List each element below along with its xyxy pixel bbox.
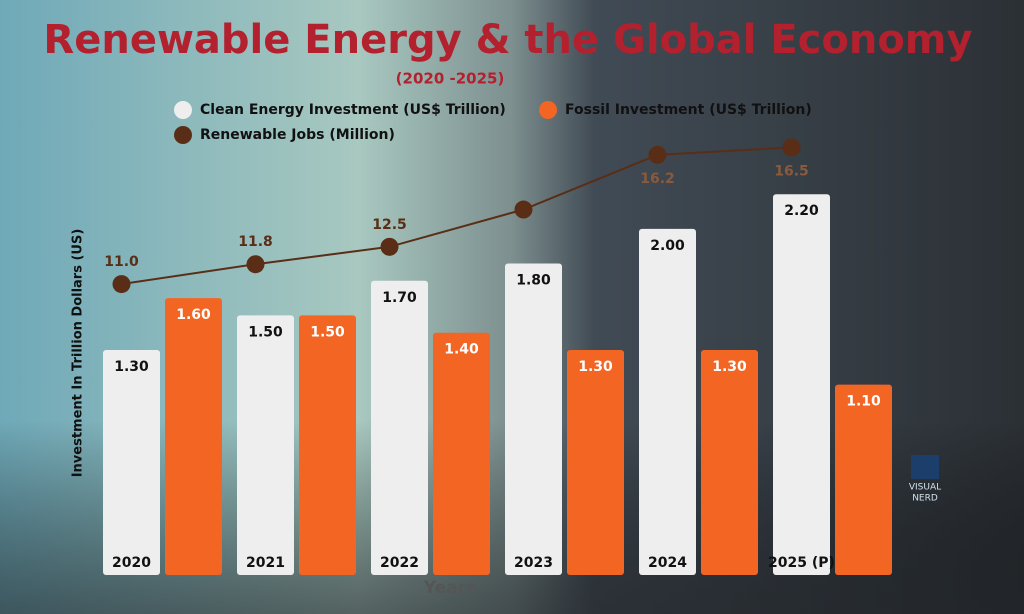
bar bbox=[299, 315, 356, 575]
x-axis-label: Years bbox=[423, 578, 476, 598]
bar bbox=[433, 332, 490, 575]
bar bbox=[835, 384, 892, 575]
x-tick-label: 2024 bbox=[648, 555, 687, 571]
value-label: 1.30 bbox=[114, 359, 149, 375]
bar bbox=[103, 350, 160, 575]
x-tick-label: 2023 bbox=[514, 555, 553, 571]
line bbox=[121, 146, 792, 286]
value-label: 1.40 bbox=[444, 342, 479, 358]
value-label: 1.30 bbox=[712, 359, 747, 375]
bar bbox=[505, 263, 562, 575]
legend-marker bbox=[174, 126, 192, 144]
y-axis-label: Investment In Trillion Dollars (US) bbox=[71, 229, 86, 478]
legend-label: Clean Energy Investment (US$ Trillion) bbox=[200, 102, 506, 118]
value-label: 11.8 bbox=[238, 234, 273, 250]
chart-subtitle: (2020 -2025) bbox=[396, 70, 505, 88]
logo-icon bbox=[911, 455, 939, 479]
logo-text: VISUAL bbox=[909, 483, 941, 493]
value-label: 1.70 bbox=[382, 290, 417, 306]
value-label: 1.10 bbox=[846, 394, 881, 410]
line-point bbox=[380, 237, 399, 256]
x-tick-label: 2020 bbox=[112, 555, 151, 571]
bar bbox=[773, 194, 830, 575]
legend-label: Fossil Investment (US$ Trillion) bbox=[565, 102, 812, 118]
value-label: 12.5 bbox=[372, 217, 407, 233]
value-label: 11.0 bbox=[104, 254, 139, 270]
x-tick-label: 2025 (P) bbox=[768, 555, 835, 571]
legend-marker bbox=[174, 101, 192, 119]
chart-title: Renewable Energy & the Global Economy bbox=[43, 17, 972, 63]
value-label: 1.30 bbox=[578, 359, 613, 375]
value-label: 1.80 bbox=[516, 272, 551, 288]
value-label: 2.20 bbox=[784, 203, 819, 219]
x-tick-label: 2022 bbox=[380, 555, 419, 571]
value-label: 1.50 bbox=[310, 324, 345, 340]
value-label: 2.00 bbox=[650, 238, 685, 254]
bar bbox=[237, 315, 294, 575]
bar bbox=[567, 350, 624, 575]
line-point bbox=[112, 275, 131, 294]
value-label: 16.5 bbox=[774, 163, 809, 179]
value-label: 1.60 bbox=[176, 307, 211, 323]
legend-marker bbox=[539, 101, 557, 119]
x-tick-label: 2021 bbox=[246, 555, 285, 571]
bar bbox=[701, 350, 758, 575]
logo-text: NERD bbox=[912, 494, 938, 504]
line-point bbox=[514, 200, 533, 219]
bar bbox=[371, 280, 428, 575]
line-point bbox=[782, 138, 801, 157]
bar bbox=[639, 228, 696, 575]
value-label: 16.2 bbox=[640, 171, 675, 187]
line-point bbox=[246, 255, 265, 274]
line-point bbox=[648, 145, 667, 164]
bar bbox=[165, 298, 222, 575]
legend-label: Renewable Jobs (Million) bbox=[200, 127, 395, 143]
value-label: 1.50 bbox=[248, 324, 283, 340]
